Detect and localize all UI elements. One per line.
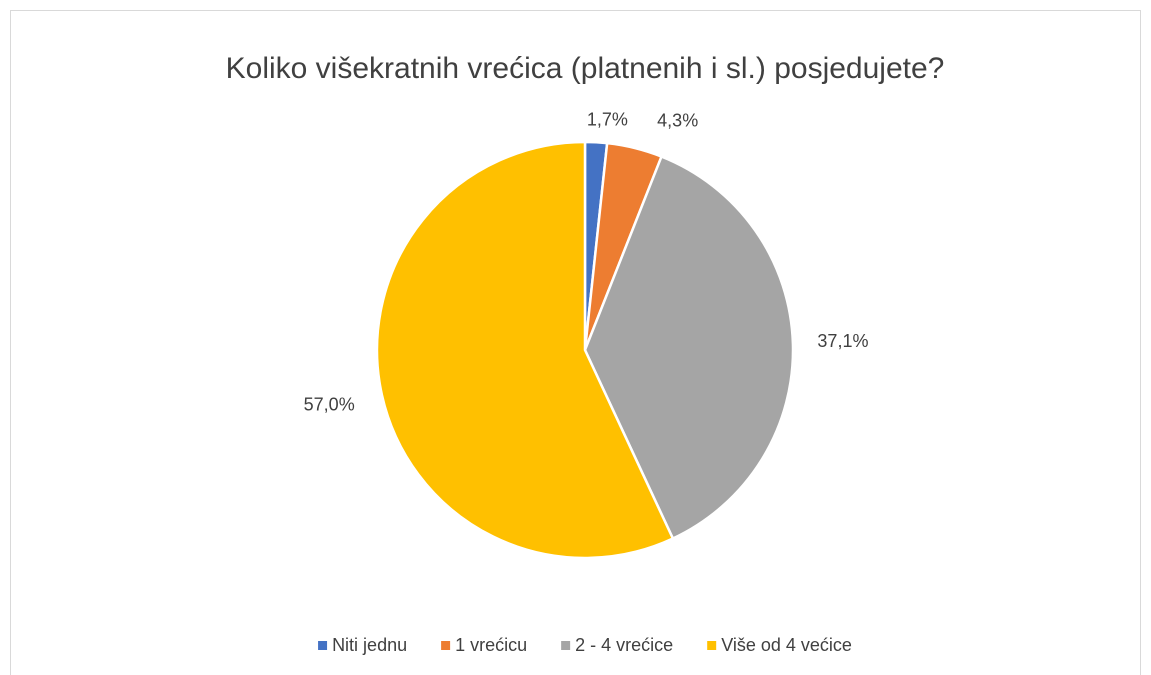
data-label: 37,1% <box>817 331 868 351</box>
legend-label: Niti jednu <box>332 635 407 655</box>
legend-label: Više od 4 većice <box>721 635 852 655</box>
legend-marker <box>561 641 571 650</box>
data-label: 4,3% <box>657 110 698 130</box>
legend-label: 1 vrećicu <box>455 635 527 655</box>
data-label: 57,0% <box>304 394 355 414</box>
legend-label: 2 - 4 vrećice <box>575 635 673 655</box>
legend-marker <box>441 641 451 650</box>
pie-slice <box>583 154 795 541</box>
data-label: 1,7% <box>587 109 628 129</box>
chart-title: Koliko višekratnih vrećica (platnenih i … <box>226 52 945 85</box>
pie-slice <box>375 140 675 560</box>
legend-marker <box>707 641 717 650</box>
legend-marker <box>318 641 328 650</box>
